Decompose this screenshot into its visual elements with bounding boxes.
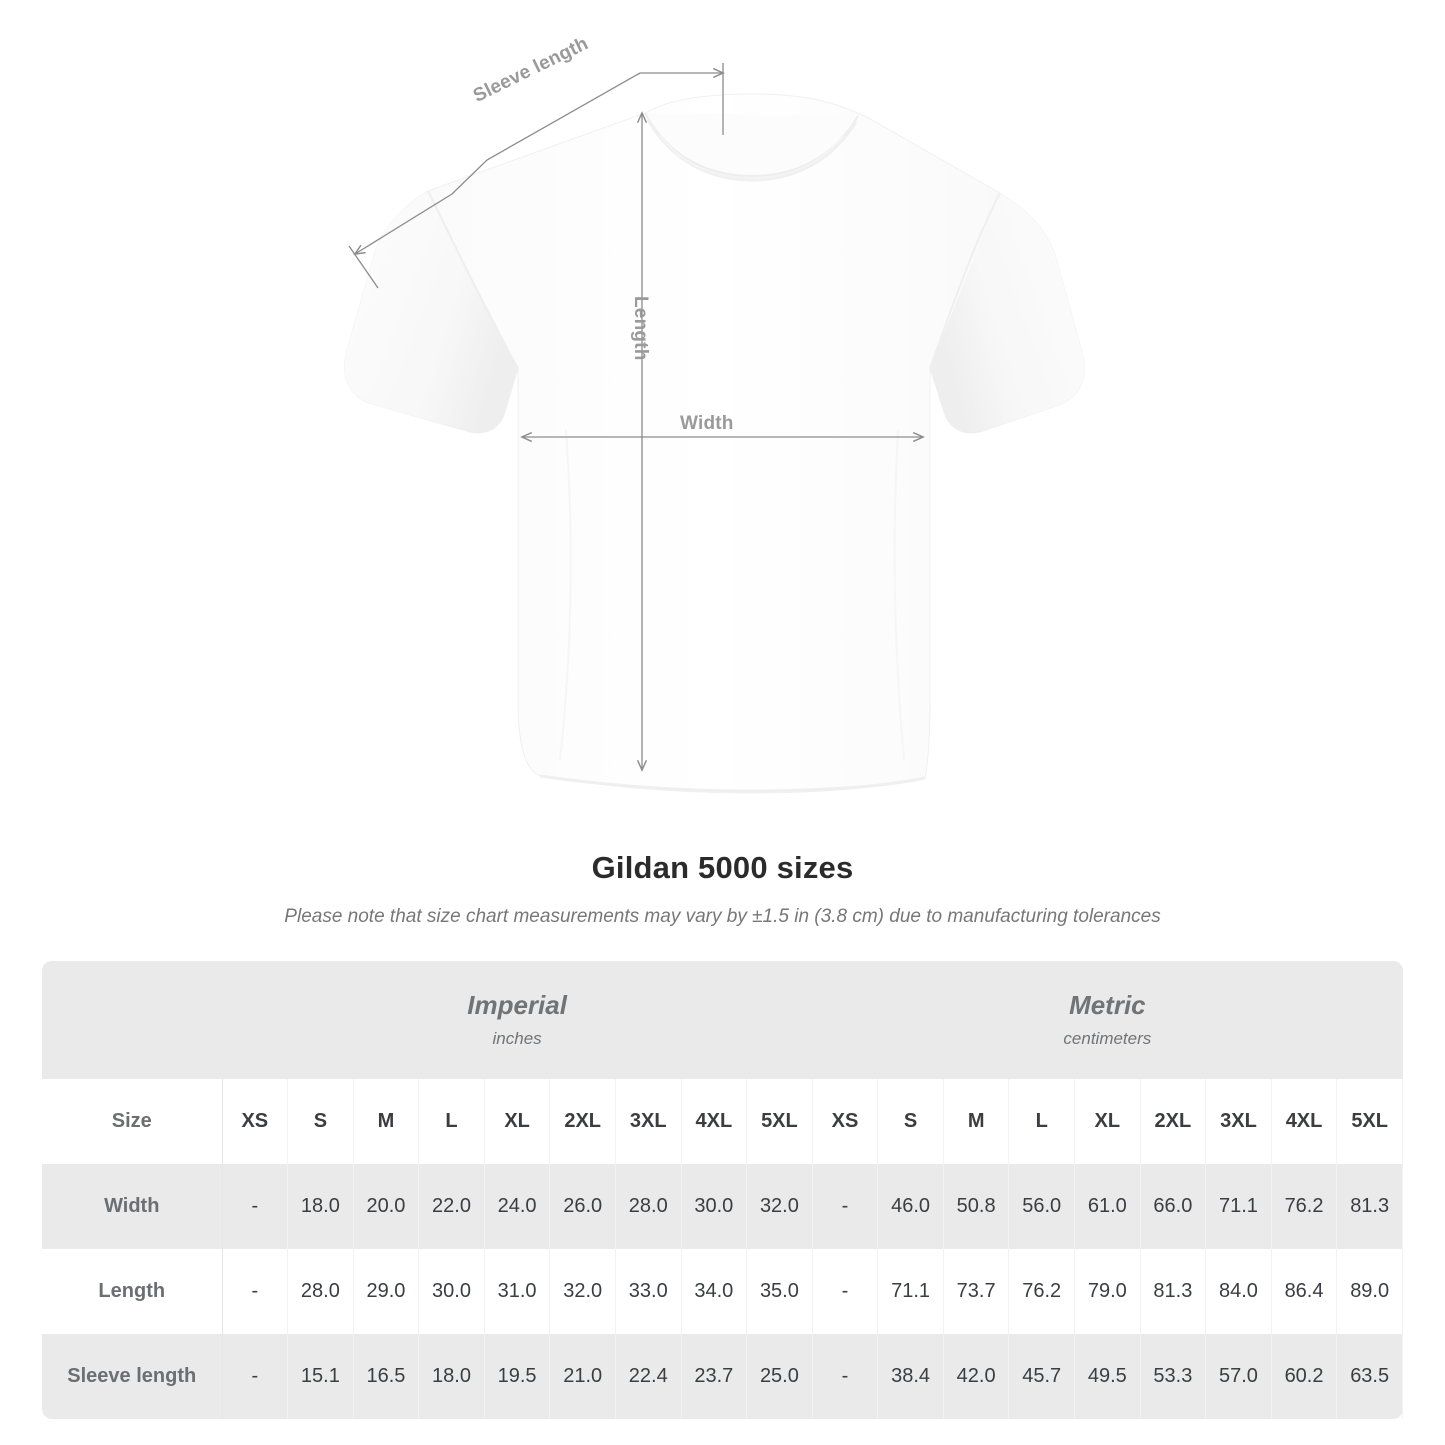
- cell-width-metric-3xl: 71.1: [1205, 1164, 1272, 1249]
- length-label: Length: [630, 296, 651, 361]
- cell-length-metric-2xl: 81.3: [1140, 1249, 1207, 1334]
- cell-sleeve-metric-3xl: 57.0: [1205, 1334, 1272, 1419]
- cell-length-metric-s: 71.1: [877, 1249, 944, 1334]
- size-header-metric-xl: XL: [1074, 1079, 1141, 1164]
- size-header-row: Size XS S M L XL 2XL 3XL 4XL 5XL XS S M …: [42, 1079, 1403, 1164]
- imperial-sublabel: inches: [492, 1028, 542, 1048]
- cell-sleeve-imperial-4xl: 23.7: [681, 1334, 748, 1419]
- width-label: Width: [680, 413, 734, 434]
- cell-sleeve-metric-xs: -: [812, 1334, 879, 1419]
- cell-length-imperial-m: 29.0: [353, 1249, 420, 1334]
- cell-length-imperial-xs: -: [222, 1249, 289, 1334]
- cell-width-imperial-4xl: 30.0: [681, 1164, 748, 1249]
- metric-label: Metric: [1069, 990, 1146, 1021]
- size-header-imperial-l: L: [418, 1079, 485, 1164]
- table-row: Sleeve length - 15.1 16.5 18.0 19.5 21.0…: [42, 1334, 1403, 1419]
- cell-length-imperial-3xl: 33.0: [615, 1249, 682, 1334]
- cell-length-imperial-4xl: 34.0: [681, 1249, 748, 1334]
- cell-sleeve-imperial-l: 18.0: [418, 1334, 485, 1419]
- cell-sleeve-metric-s: 38.4: [877, 1334, 944, 1419]
- cell-width-imperial-s: 18.0: [287, 1164, 354, 1249]
- cell-length-metric-m: 73.7: [943, 1249, 1010, 1334]
- cell-width-imperial-2xl: 26.0: [549, 1164, 616, 1249]
- size-header-metric-l: L: [1008, 1079, 1076, 1164]
- size-header-imperial-s: S: [287, 1079, 354, 1164]
- size-header-metric-4xl: 4XL: [1271, 1079, 1338, 1164]
- size-header-metric-5xl: 5XL: [1336, 1079, 1403, 1164]
- tolerance-note: Please note that size chart measurements…: [284, 906, 1161, 927]
- cell-width-imperial-5xl: 32.0: [746, 1164, 813, 1249]
- size-header-label: Size: [42, 1079, 223, 1164]
- cell-width-metric-xl: 61.0: [1074, 1164, 1141, 1249]
- cell-length-metric-3xl: 84.0: [1205, 1249, 1272, 1334]
- sleeve-length-arrow: [348, 63, 725, 289]
- cell-sleeve-metric-4xl: 60.2: [1271, 1334, 1338, 1419]
- size-header-metric-2xl: 2XL: [1140, 1079, 1207, 1164]
- cell-length-imperial-l: 30.0: [418, 1249, 485, 1334]
- cell-length-metric-4xl: 86.4: [1271, 1249, 1338, 1334]
- cell-width-imperial-m: 20.0: [353, 1164, 420, 1249]
- cell-width-imperial-xl: 24.0: [484, 1164, 551, 1249]
- size-header-metric-m: M: [943, 1079, 1010, 1164]
- table-row: Width - 18.0 20.0 22.0 24.0 26.0 28.0 30…: [42, 1164, 1403, 1249]
- size-header-metric-3xl: 3XL: [1205, 1079, 1272, 1164]
- cell-length-metric-l: 76.2: [1008, 1249, 1076, 1334]
- cell-sleeve-metric-2xl: 53.3: [1140, 1334, 1207, 1419]
- size-header-imperial-5xl: 5XL: [746, 1079, 813, 1164]
- cell-width-metric-l: 56.0: [1008, 1164, 1076, 1249]
- cell-sleeve-imperial-m: 16.5: [353, 1334, 420, 1419]
- cell-width-metric-5xl: 81.3: [1336, 1164, 1403, 1249]
- cell-width-metric-m: 50.8: [943, 1164, 1010, 1249]
- size-header-imperial-2xl: 2XL: [549, 1079, 616, 1164]
- row-label-length: Length: [42, 1249, 223, 1334]
- cell-sleeve-metric-l: 45.7: [1008, 1334, 1076, 1419]
- size-header-imperial-xl: XL: [484, 1079, 551, 1164]
- size-header-imperial-4xl: 4XL: [681, 1079, 748, 1164]
- cell-length-imperial-xl: 31.0: [484, 1249, 551, 1334]
- cell-sleeve-metric-xl: 49.5: [1074, 1334, 1141, 1419]
- cell-width-imperial-3xl: 28.0: [615, 1164, 682, 1249]
- cell-length-imperial-s: 28.0: [287, 1249, 354, 1334]
- title-block: Gildan 5000 sizes Please note that size …: [0, 840, 1445, 928]
- cell-sleeve-imperial-s: 15.1: [287, 1334, 354, 1419]
- tshirt-diagram: Sleeve length Length Width: [344, 33, 1085, 794]
- cell-width-metric-2xl: 66.0: [1140, 1164, 1207, 1249]
- cell-width-imperial-l: 22.0: [418, 1164, 485, 1249]
- cell-width-metric-4xl: 76.2: [1271, 1164, 1338, 1249]
- size-chart-table: Imperial inches Metric centimeters Size …: [42, 961, 1403, 1419]
- imperial-label: Imperial: [467, 990, 567, 1021]
- imperial-unit-header: Imperial inches: [222, 961, 813, 1079]
- row-label-sleeve-length: Sleeve length: [42, 1334, 223, 1419]
- cell-length-imperial-5xl: 35.0: [746, 1249, 813, 1334]
- cell-sleeve-imperial-xl: 19.5: [484, 1334, 551, 1419]
- size-chart-table-wrapper: Imperial inches Metric centimeters Size …: [42, 961, 1403, 1419]
- band-spacer-left: [42, 961, 222, 1079]
- cell-length-metric-5xl: 89.0: [1336, 1249, 1403, 1334]
- cell-length-metric-xl: 79.0: [1074, 1249, 1141, 1334]
- size-header-imperial-xs: XS: [222, 1079, 289, 1164]
- size-header-imperial-3xl: 3XL: [615, 1079, 682, 1164]
- unit-system-band: Imperial inches Metric centimeters: [42, 961, 1403, 1079]
- cell-sleeve-imperial-5xl: 25.0: [746, 1334, 813, 1419]
- shirt-shape: [344, 93, 1085, 794]
- cell-length-imperial-2xl: 32.0: [549, 1249, 616, 1334]
- row-label-width: Width: [42, 1164, 223, 1249]
- cell-sleeve-metric-m: 42.0: [943, 1334, 1010, 1419]
- cell-length-metric-xs: -: [812, 1249, 879, 1334]
- cell-sleeve-imperial-2xl: 21.0: [549, 1334, 616, 1419]
- cell-width-metric-xs: -: [812, 1164, 879, 1249]
- cell-width-metric-s: 46.0: [877, 1164, 944, 1249]
- metric-unit-header: Metric centimeters: [812, 961, 1403, 1079]
- table-row: Length - 28.0 29.0 30.0 31.0 32.0 33.0 3…: [42, 1249, 1403, 1334]
- metric-sublabel: centimeters: [1063, 1028, 1152, 1048]
- cell-width-imperial-xs: -: [222, 1164, 289, 1249]
- cell-sleeve-imperial-3xl: 22.4: [615, 1334, 682, 1419]
- size-header-imperial-m: M: [353, 1079, 420, 1164]
- size-header-metric-xs: XS: [812, 1079, 879, 1164]
- tshirt-illustration: [344, 63, 1085, 794]
- cell-sleeve-imperial-xs: -: [222, 1334, 289, 1419]
- cell-sleeve-metric-5xl: 63.5: [1336, 1334, 1403, 1419]
- size-header-metric-s: S: [877, 1079, 944, 1164]
- page-title: Gildan 5000 sizes: [591, 850, 854, 885]
